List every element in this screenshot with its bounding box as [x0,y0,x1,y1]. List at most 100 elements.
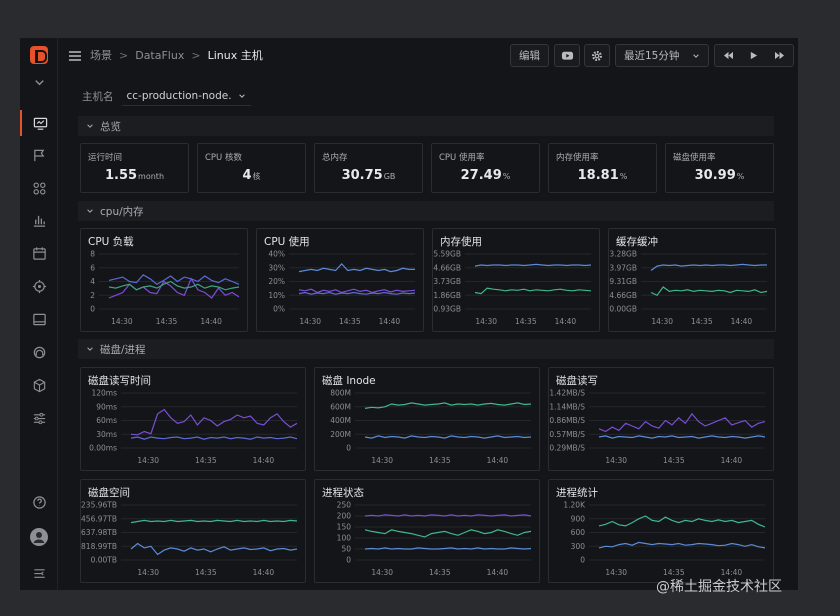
stat-unit: % [502,172,511,181]
stat-title: 总内存 [322,153,348,163]
panel-title: 磁盘读写 [556,375,598,387]
sidebar-item-security[interactable] [20,372,58,398]
stat-unit: % [619,172,628,181]
y-tick-label: 600 [571,528,586,537]
settings-button[interactable] [584,44,610,67]
x-tick-label: 14:40 [200,317,222,326]
x-tick-label: 14:30 [605,568,627,577]
x-tick-label: 14:40 [487,456,509,465]
x-tick-label: 14:35 [663,568,685,577]
breadcrumb-separator: > [191,48,201,62]
stat-disk-usage: 磁盘使用率 30.99% [665,143,774,193]
series-line [598,515,766,528]
y-tick-label: 3.73GB [433,277,461,286]
y-tick-label: 0% [273,305,285,314]
sidebar-item-synthetic[interactable] [20,339,58,365]
breadcrumb-mid[interactable]: DataFlux [135,48,185,62]
sidebar-item-apm[interactable] [20,273,58,299]
section-cpu-memory[interactable]: cpu/内存 [78,201,774,221]
cube-icon [33,378,45,392]
y-tick-label: 200M [330,430,351,439]
panel-chart: 1.42MB/S 1.14MB/S 0.86MB/S 0.57MB/S 0.29MB/S… [549,389,766,465]
stat-title: CPU 核数 [205,153,242,163]
panel-process-stats[interactable]: 1.20K 900 600 300 0 14:30 14:35 14:40 进程统计 [548,479,774,583]
y-tick-label: 30% [268,263,285,272]
x-tick-label: 14:30 [111,317,133,326]
sidebar-item-integrations[interactable] [20,405,58,431]
y-tick-label: 1.14MB/S [549,402,585,411]
y-tick-label: 4.66GB [433,263,461,272]
host-label: 主机名 [82,91,114,103]
panel-chart: 7235.96TB 5456.97TB 3637.98TB 1818.99TB 0.00… [81,501,298,577]
panel-process-state[interactable]: 250 200 150 100 50 0 14:30 14:35 14:40 进程状态 [314,479,540,583]
stat-total-memory: 总内存 30.75GB [314,143,423,193]
dataflux-logo[interactable] [30,46,48,64]
help-icon[interactable] [20,489,58,515]
fast-forward-icon[interactable] [774,51,785,60]
sidebar-item-events[interactable] [20,142,58,168]
x-tick-label: 14:35 [663,456,685,465]
rewind-icon[interactable] [723,51,734,60]
panel-disk-read-write[interactable]: 1.42MB/S 1.14MB/S 0.86MB/S 0.57MB/S 0.29MB/S… [548,367,774,471]
series-line [108,274,240,286]
stat-value: 30.75 [341,168,383,183]
play-icon[interactable] [749,51,758,60]
sidebar-item-logs[interactable] [20,240,58,266]
y-tick-label: 0.29MB/S [549,444,585,453]
time-range-select[interactable]: 最近15分钟 [615,44,709,67]
y-tick-label: 0.00ms [89,444,117,453]
y-tick-label: 300 [571,542,586,551]
panel-cpu-usage[interactable]: 40% 30% 20% 10% 0% 14:30 14:35 14:40 CPU 使用 [256,228,424,332]
y-tick-label: 23.28GB [609,250,637,259]
y-tick-label: 30ms [96,430,117,439]
series-line [598,412,766,433]
panel-title: 进程统计 [556,487,598,499]
time-range-value: 最近15分钟 [624,50,680,62]
y-tick-label: 400M [330,416,351,425]
series-line [130,408,298,436]
stat-title: CPU 使用率 [439,153,485,163]
edit-button[interactable]: 编辑 [510,44,549,67]
youtube-icon [561,51,573,60]
panel-disk-space[interactable]: 7235.96TB 5456.97TB 3637.98TB 1818.99TB 0.00… [80,479,306,583]
panel-disk-inode[interactable]: 800M 600M 400M 200M 0 14:30 14:35 14:40 磁盘 Inode [314,367,540,471]
panel-memory-usage[interactable]: 5.59GB 4.66GB 3.73GB 1.86GB 0.93GB 14:30 14:35… [432,228,600,332]
y-tick-label: 3637.98TB [81,528,117,537]
x-tick-label: 14:35 [429,456,451,465]
video-button[interactable] [554,44,580,67]
sidebar-item-infrastructure[interactable] [20,175,58,201]
panel-title: CPU 使用 [264,236,310,248]
y-tick-label: 6 [90,263,95,272]
series-line [298,288,416,294]
panel-title: 进程状态 [322,487,364,499]
stat-unit: 核 [252,172,261,181]
host-select[interactable]: cc-production-node. [121,87,251,106]
chevron-down-icon [87,209,93,213]
x-tick-label: 14:30 [137,568,159,577]
panel-chart: 5.59GB 4.66GB 3.73GB 1.86GB 0.93GB 14:30 14:35… [433,250,592,326]
chevron-down-icon[interactable] [20,74,58,90]
series-line [474,263,592,267]
sidebar-item-rum[interactable] [20,306,58,332]
sidebar-item-metrics[interactable] [20,207,58,233]
sidebar-item-scenes[interactable] [20,110,58,136]
y-tick-label: 0.86MB/S [549,416,585,425]
panel-cpu-load[interactable]: 8 6 4 2 0 14:30 14:35 14:40 CPU 负载 [80,228,248,332]
section-title: 总览 [100,120,121,133]
flag-icon [33,149,44,161]
x-tick-label: 14:35 [515,317,537,326]
sliders-icon [33,412,45,424]
panel-cache-buffer[interactable]: 23.28GB 13.97GB 9.31GB 4.66GB 0.00GB 14:30 14:… [608,228,776,332]
panel-disk-io-time[interactable]: 120ms 90ms 60ms 30ms 0.00ms 14:30 14:35 14:40 磁盘… [80,367,306,471]
collapse-sidebar-icon[interactable] [20,560,58,586]
y-tick-label: 1.20K [563,501,586,510]
breadcrumb-root[interactable]: 场景 [90,49,112,62]
breadcrumb-separator: > [119,48,129,62]
section-overview[interactable]: 总览 [78,116,774,136]
avatar[interactable] [20,524,58,550]
menu-icon[interactable] [68,48,82,62]
x-tick-label: 14:35 [339,317,361,326]
x-tick-label: 14:35 [195,456,217,465]
section-disk-process[interactable]: 磁盘/进程 [78,339,774,359]
x-tick-label: 14:30 [475,317,497,326]
